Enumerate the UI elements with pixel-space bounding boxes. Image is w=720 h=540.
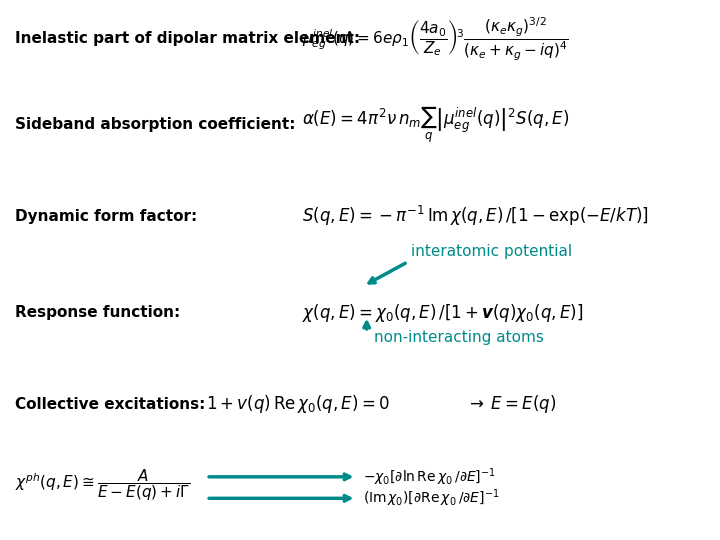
Text: Dynamic form factor:: Dynamic form factor: <box>15 209 197 224</box>
Text: $\mu_{eg}^{inel}(q) = 6e\rho_1\left(\dfrac{4a_0}{Z_e}\right)^{\!3}\dfrac{(\kappa: $\mu_{eg}^{inel}(q) = 6e\rho_1\left(\dfr… <box>302 15 568 63</box>
Text: Inelastic part of dipolar matrix element:: Inelastic part of dipolar matrix element… <box>15 31 360 46</box>
Text: Sideband absorption coefficient:: Sideband absorption coefficient: <box>15 118 295 132</box>
Text: interatomic potential: interatomic potential <box>411 244 572 259</box>
Text: $\chi(q,E) = \chi_0(q,E)\,/[1+\boldsymbol{v}(q)\chi_0(q,E)]$: $\chi(q,E) = \chi_0(q,E)\,/[1+\boldsymbo… <box>302 302 583 324</box>
Text: $\chi^{ph}(q,E)\cong\dfrac{A}{E-E(q)+i\Gamma}$: $\chi^{ph}(q,E)\cong\dfrac{A}{E-E(q)+i\G… <box>15 467 190 503</box>
Text: $-\chi_0[\partial\ln\mathrm{Re}\,\chi_0\,/\partial E]^{-1}$: $-\chi_0[\partial\ln\mathrm{Re}\,\chi_0\… <box>364 466 496 488</box>
Text: $1+v(q)\,\mathrm{Re}\,\chi_0(q,E)=0$: $1+v(q)\,\mathrm{Re}\,\chi_0(q,E)=0$ <box>206 393 390 415</box>
Text: $S(q,E) = -\pi^{-1}\,\mathrm{Im}\,\chi(q,E)\,/[1-\exp(-E/kT)]$: $S(q,E) = -\pi^{-1}\,\mathrm{Im}\,\chi(q… <box>302 204 649 228</box>
Text: Collective excitations:: Collective excitations: <box>15 397 205 412</box>
Text: $\alpha(E)=4\pi^2\nu\, n_m\sum_{q}\left|\mu_{eg}^{inel}(q)\right|^2 S(q,E)$: $\alpha(E)=4\pi^2\nu\, n_m\sum_{q}\left|… <box>302 105 569 145</box>
Text: $\rightarrow\; E = E(q)$: $\rightarrow\; E = E(q)$ <box>466 393 556 415</box>
Text: non-interacting atoms: non-interacting atoms <box>374 329 544 345</box>
Text: $(\mathrm{Im}\,\chi_0)[\partial\mathrm{Re}\,\chi_0\,/\partial E]^{-1}$: $(\mathrm{Im}\,\chi_0)[\partial\mathrm{R… <box>364 488 500 509</box>
Text: Response function:: Response function: <box>15 306 180 320</box>
